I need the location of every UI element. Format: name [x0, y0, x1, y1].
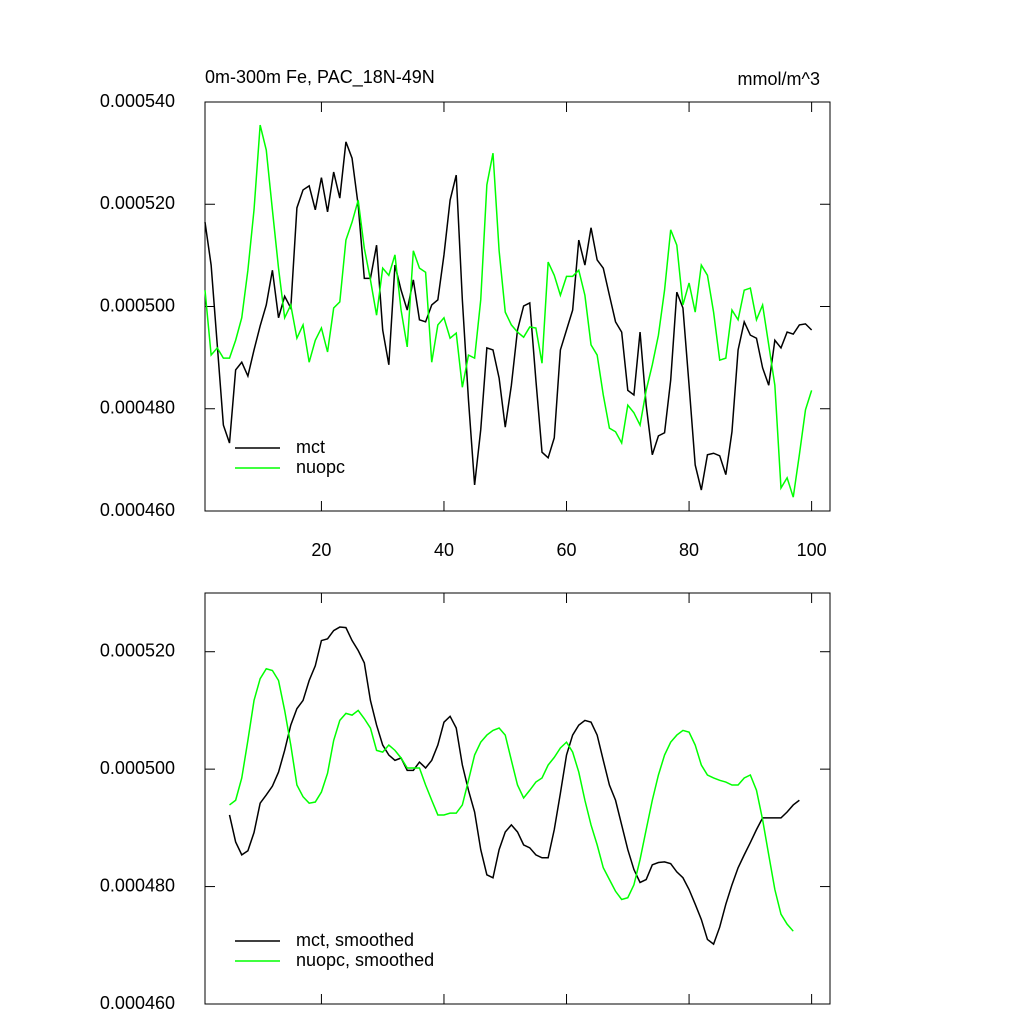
- x-tick-label: 100: [797, 540, 827, 560]
- x-tick-label: 80: [679, 540, 699, 560]
- y-tick-label: 0.000520: [100, 193, 175, 213]
- y-tick-label: 0.000520: [100, 640, 175, 660]
- legend-label: mct, smoothed: [296, 930, 414, 950]
- x-tick-label: 60: [557, 540, 577, 560]
- data-line: [229, 667, 794, 932]
- data-line: [228, 626, 800, 946]
- legend-label: nuopc, smoothed: [296, 950, 434, 970]
- y-tick-label: 0.000480: [100, 398, 175, 418]
- y-tick-label: 0.000460: [100, 993, 175, 1013]
- y-tick-label: 0.000460: [100, 500, 175, 520]
- y-tick-label: 0.000480: [100, 875, 175, 895]
- y-tick-label: 0.000500: [100, 295, 175, 315]
- x-tick-label: 20: [311, 540, 331, 560]
- y-tick-label: 0.000540: [100, 91, 175, 111]
- legend-label: nuopc: [296, 457, 345, 477]
- plot-frame: [204, 592, 831, 1005]
- x-tick-label: 40: [434, 540, 454, 560]
- legend-label: mct: [296, 437, 325, 457]
- chart-title: 0m-300m Fe, PAC_18N-49N: [205, 67, 435, 88]
- y-tick-label: 0.000500: [100, 758, 175, 778]
- data-line: [204, 124, 813, 498]
- data-line: [204, 141, 813, 491]
- units-label: mmol/m^3: [738, 69, 820, 89]
